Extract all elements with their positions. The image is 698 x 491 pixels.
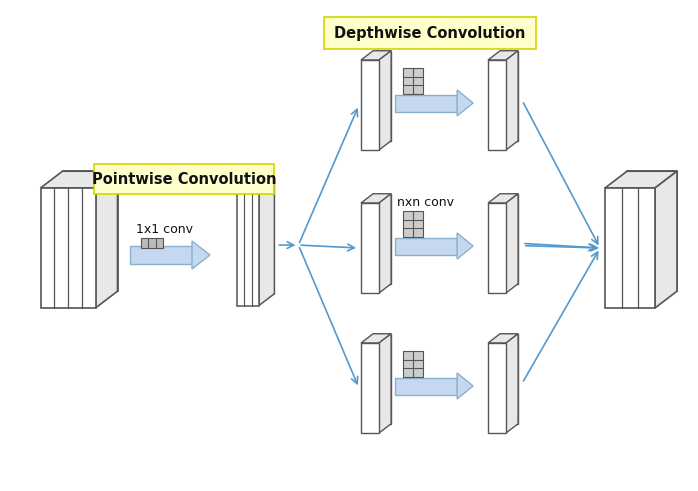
Polygon shape [457, 373, 473, 399]
Polygon shape [500, 334, 518, 424]
Polygon shape [259, 179, 274, 305]
Polygon shape [605, 171, 677, 188]
Polygon shape [627, 171, 677, 291]
Polygon shape [40, 171, 117, 188]
Polygon shape [361, 51, 391, 60]
Polygon shape [500, 51, 518, 141]
Text: Pointwise Convolution: Pointwise Convolution [91, 171, 276, 187]
Polygon shape [361, 343, 379, 433]
Polygon shape [506, 194, 518, 293]
Text: nxn conv: nxn conv [397, 196, 454, 209]
Polygon shape [403, 68, 423, 94]
Polygon shape [500, 194, 518, 284]
Polygon shape [192, 241, 210, 269]
Polygon shape [488, 60, 506, 150]
Polygon shape [379, 51, 391, 150]
Polygon shape [403, 211, 423, 237]
Polygon shape [361, 334, 391, 343]
Polygon shape [361, 60, 379, 150]
Polygon shape [488, 343, 506, 433]
Polygon shape [506, 51, 518, 150]
Polygon shape [457, 90, 473, 116]
Polygon shape [655, 171, 677, 308]
FancyBboxPatch shape [94, 164, 274, 194]
Polygon shape [40, 188, 96, 308]
Polygon shape [488, 51, 518, 60]
Polygon shape [488, 203, 506, 293]
Polygon shape [63, 171, 117, 291]
Polygon shape [373, 51, 391, 141]
Polygon shape [488, 194, 518, 203]
Polygon shape [130, 246, 192, 264]
Polygon shape [395, 378, 457, 394]
Polygon shape [395, 238, 457, 254]
FancyBboxPatch shape [324, 17, 536, 49]
Polygon shape [253, 179, 274, 294]
Polygon shape [237, 179, 274, 191]
Polygon shape [605, 188, 655, 308]
Polygon shape [237, 191, 259, 305]
Polygon shape [403, 351, 423, 377]
Polygon shape [379, 334, 391, 433]
Polygon shape [141, 238, 163, 248]
Polygon shape [373, 334, 391, 424]
Polygon shape [373, 194, 391, 284]
Polygon shape [488, 334, 518, 343]
Polygon shape [361, 203, 379, 293]
Text: Depthwise Convolution: Depthwise Convolution [334, 26, 526, 40]
Polygon shape [96, 171, 117, 308]
Polygon shape [361, 194, 391, 203]
Polygon shape [457, 233, 473, 259]
Polygon shape [395, 94, 457, 111]
Polygon shape [379, 194, 391, 293]
Polygon shape [506, 334, 518, 433]
Text: 1x1 conv: 1x1 conv [136, 223, 193, 236]
